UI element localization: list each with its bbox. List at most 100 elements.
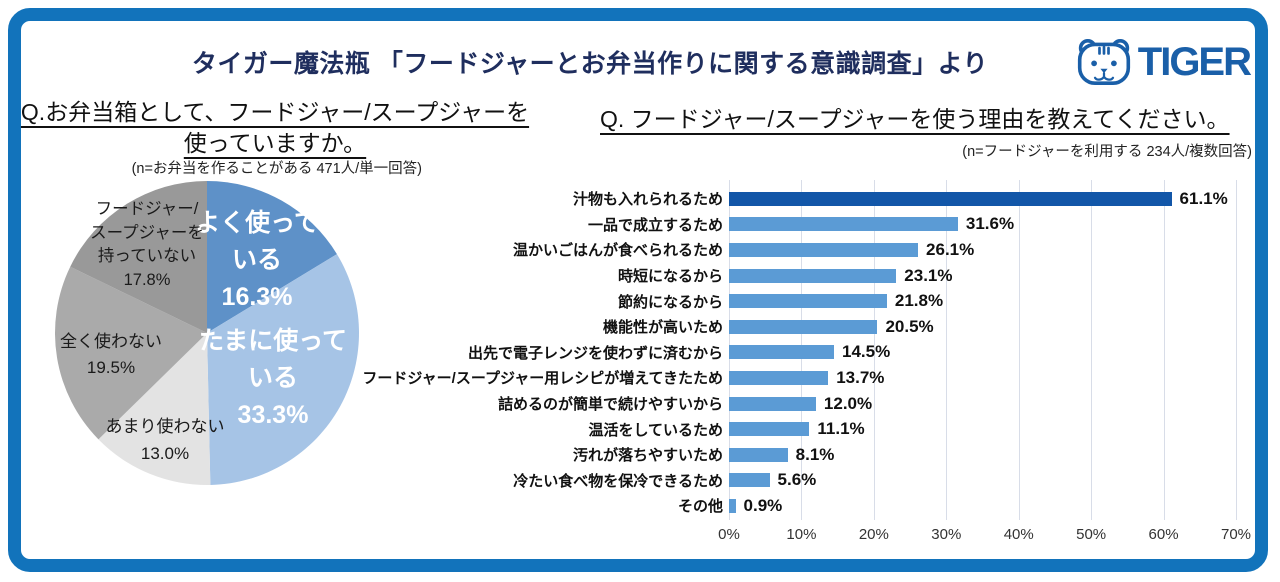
pie-label-line: 17.8%: [123, 270, 171, 289]
bar-track: 5.6%: [729, 468, 1236, 494]
pie-label-line: 全く使わない: [60, 332, 162, 351]
bar-value-label: 12.0%: [823, 393, 873, 413]
left-question: Q.お弁当箱として、フードジャー/スープジャーを 使っていますか。: [10, 97, 540, 159]
pie-label-line: 33.3%: [237, 401, 309, 429]
bar-value-label: 26.1%: [926, 239, 975, 259]
bar: [729, 473, 770, 488]
right-sample-note: (n=フードジャーを利用する 234人/複数回答): [962, 144, 1252, 160]
pie-label-line: いる: [247, 364, 298, 392]
bar-value-label: 31.6%: [965, 214, 1015, 234]
bar: [729, 447, 788, 462]
x-axis-tick-label: 20%: [858, 526, 889, 543]
bar-category-label: 汚れが落ちやすいため: [572, 447, 723, 465]
pie-label-line: 19.5%: [86, 358, 136, 377]
pie-slice-4: [70, 181, 207, 333]
bar-row: 温活をしているため 11.1%: [240, 416, 1272, 442]
gridline: [1091, 180, 1093, 520]
pie-slice-3: [55, 266, 207, 440]
x-axis-tick-label: 30%: [931, 526, 962, 543]
pie-slice-0: [207, 181, 337, 333]
pie-label-line: 16.3%: [221, 283, 293, 311]
pie-label-line: スープジャーを: [90, 223, 204, 242]
bar-track: 14.5%: [729, 340, 1236, 366]
left-question-line2: 使っていますか。: [183, 130, 367, 156]
bar-value-label: 21.8%: [894, 291, 944, 311]
bar-category-label: 汁物も入れられるため: [572, 191, 723, 209]
bar: [729, 294, 887, 309]
pie-label-line: フードジャー/: [95, 200, 199, 218]
bar-row: 節約になるから 21.8%: [240, 288, 1272, 314]
bar: [729, 345, 835, 360]
bar: [729, 242, 919, 257]
tiger-logo: TIGER: [1077, 38, 1252, 86]
bar: [729, 217, 958, 232]
left-sample-note: (n=お弁当を作ることがある 471人/単一回答): [131, 161, 422, 177]
bar-track: 26.1%: [729, 237, 1236, 263]
bar-track: 11.1%: [729, 416, 1236, 442]
bar-category-label: 冷たい食べ物を保冷できるため: [513, 472, 723, 490]
left-question-line1: Q.お弁当箱として、フードジャー/スープジャーを: [20, 99, 530, 125]
pie-slice-1: [207, 254, 359, 485]
gridline: [873, 180, 875, 520]
bar-category-label: 一品で成立するため: [587, 216, 723, 234]
bar-category-label: フードジャー/スープジャー用レシピが増えてきたため: [362, 370, 723, 388]
bar-row: 汁物も入れられるため 61.1%: [240, 186, 1272, 212]
bar-category-label: 機能性が高いため: [602, 319, 723, 337]
pie-chart-svg: [55, 181, 359, 485]
right-question-text: Q. フードジャー/スープジャーを使う理由を教えてください。: [600, 106, 1230, 132]
bar: [729, 422, 810, 437]
bar-row: 詰めるのが簡単で続けやすいから 12.0%: [240, 391, 1272, 417]
pie-label-often-use: よく使っている 16.3%: [147, 205, 367, 316]
right-question: Q. フードジャー/スープジャーを使う理由を教えてください。: [600, 100, 1270, 134]
bar-value-label: 11.1%: [817, 419, 865, 439]
bar-value-label: 5.6%: [777, 470, 817, 490]
bar-chart-rows: 汁物も入れられるため 61.1% 一品で成立するため 31.6% 温かいごはんが食べられ…: [240, 186, 1272, 519]
bar-value-label: 20.5%: [885, 316, 934, 336]
bar-category-label: 温活をしているため: [588, 421, 723, 439]
bar-category-label: その他: [677, 498, 723, 516]
bar-track: 61.1%: [729, 186, 1236, 212]
gridline: [1236, 180, 1237, 520]
pie-chart: よく使って いる 16.3% たまに使って いる 33.3% フードジャー/スープジャー…: [55, 181, 359, 485]
bar: [729, 498, 736, 513]
bar-track: 0.9%: [729, 493, 1236, 519]
bar-track: 20.5%: [729, 314, 1236, 340]
bar-row: 時短になるから 23.1%: [240, 263, 1272, 289]
gridline: [946, 180, 948, 520]
x-axis-tick-label: 0%: [718, 526, 740, 543]
bar-row: 汚れが落ちやすいため 8.1%: [240, 442, 1272, 468]
pie-label-line: よく使って: [195, 209, 319, 237]
pie-label-line: いる: [231, 246, 282, 274]
x-axis-tick-label: 60%: [1148, 526, 1179, 543]
bar: [729, 319, 878, 334]
bar-track: 12.0%: [729, 391, 1236, 417]
bar: [729, 396, 816, 411]
gridline: [1018, 180, 1020, 520]
tiger-face-icon: [1077, 39, 1130, 85]
pie-label-line: たまに使って: [198, 327, 347, 355]
bar-chart: 汁物も入れられるため 61.1% 一品で成立するため 31.6% 温かいごはんが食べられ…: [240, 180, 1272, 558]
pie-label-line: 13.0%: [140, 444, 190, 463]
bar-row: 温かいごはんが食べられるため 26.1%: [240, 237, 1272, 263]
bar-track: 8.1%: [729, 442, 1236, 468]
bar-track: 23.1%: [729, 263, 1236, 289]
bar-value-label: 13.7%: [836, 367, 885, 387]
x-axis-tick-label: 10%: [786, 526, 817, 543]
bar-value-label: 0.9%: [743, 495, 783, 515]
bar-value-label: 61.1%: [1179, 188, 1228, 208]
bar-category-label: 詰めるのが簡単で続けやすいから: [497, 396, 723, 414]
bar-category-label: 節約になるから: [617, 293, 723, 311]
x-axis-tick-label: 50%: [1076, 526, 1107, 543]
bar-value-label: 14.5%: [842, 342, 891, 362]
page-title: タイガー魔法瓶 「フードジャーとお弁当作りに関する意識調査」より: [191, 50, 989, 78]
bar-row: フードジャー/スープジャー用レシピが増えてきたため 13.7%: [240, 365, 1272, 391]
pie-label-line: あまり使わない: [105, 417, 225, 436]
bar: [729, 268, 897, 283]
bar-row: 出先で電子レンジを使わずに済むから 14.5%: [240, 340, 1272, 366]
bar: [729, 191, 1172, 206]
bar-row: その他 0.9%: [240, 493, 1272, 519]
bar-track: 13.7%: [729, 365, 1236, 391]
pie-slice-2: [98, 333, 211, 485]
bar-row: 機能性が高いため 20.5%: [240, 314, 1272, 340]
gridline: [1163, 180, 1165, 520]
